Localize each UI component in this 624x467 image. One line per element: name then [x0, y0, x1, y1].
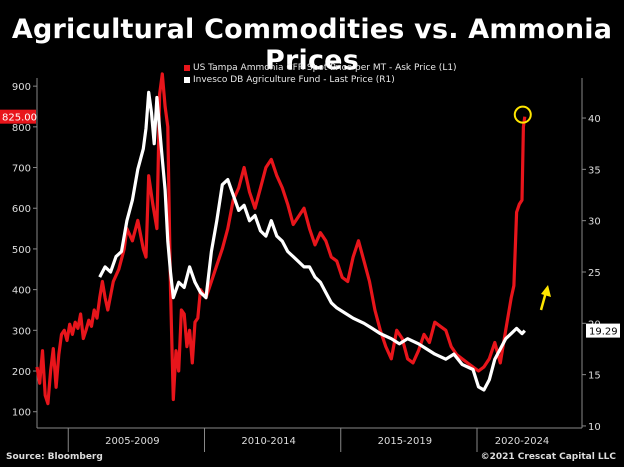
x-tick-label: 2010-2014	[241, 436, 296, 447]
legend-item-ammonia: US Tampa Ammonia CFR Spot Price per MT -…	[184, 62, 457, 74]
left-tick-label: 900	[12, 82, 31, 93]
left-tick-label: 400	[12, 286, 31, 297]
legend-swatch-red	[184, 65, 190, 71]
last-value-label-ammonia: 825.00	[2, 113, 37, 124]
legend-item-fund: Invesco DB Agriculture Fund - Last Price…	[184, 74, 457, 86]
legend-label-fund: Invesco DB Agriculture Fund - Last Price…	[193, 75, 395, 85]
left-tick-label: 300	[12, 326, 31, 337]
arrow-head	[541, 285, 551, 297]
source-label: Source: Bloomberg	[6, 452, 103, 462]
up-arrow-icon	[539, 285, 551, 311]
x-tick-label: 2020-2024	[495, 436, 550, 447]
x-axis-ticks: 2005-2009 2010-2014 2015-2019 2020-2024	[67, 428, 550, 452]
highlight-circle-icon	[513, 105, 532, 124]
copyright-label: ©2021 Crescat Capital LLC	[480, 452, 616, 462]
legend-swatch-white	[184, 77, 190, 83]
last-value-tag-ammonia	[0, 109, 36, 124]
annotation-layer: 825.00 19.29	[0, 105, 620, 338]
chart-title: Agricultural Commodities vs. Ammonia Pri…	[11, 14, 613, 76]
series-layer	[35, 72, 527, 406]
left-tick-label: 200	[12, 367, 31, 378]
right-axis-ticks: 10152025303540	[582, 114, 601, 433]
last-value-tag-fund	[586, 323, 620, 338]
left-tick-label: 600	[12, 204, 31, 215]
left-axis-ticks: 100 200 300 400 500 600 700 800 900	[12, 82, 37, 419]
left-tick-label: 500	[12, 245, 31, 256]
legend: US Tampa Ammonia CFR Spot Price per MT -…	[184, 62, 457, 86]
left-tick-label: 700	[12, 164, 31, 175]
last-value-label-fund: 19.29	[589, 327, 618, 338]
x-tick-label: 2005-2009	[105, 436, 160, 447]
right-tick-label: 10	[588, 422, 601, 433]
x-tick-label: 2015-2019	[378, 436, 433, 447]
series-line-fund	[98, 90, 526, 392]
left-tick-label: 800	[12, 123, 31, 134]
right-tick-label: 35	[588, 165, 601, 176]
left-tick-label: 100	[12, 408, 31, 419]
right-tick-label: 30	[588, 217, 601, 228]
right-tick-label: 25	[588, 268, 601, 279]
series-line-ammonia	[35, 72, 527, 406]
right-tick-label: 40	[588, 114, 601, 125]
legend-label-ammonia: US Tampa Ammonia CFR Spot Price per MT -…	[193, 63, 457, 73]
right-tick-label: 15	[588, 371, 601, 382]
